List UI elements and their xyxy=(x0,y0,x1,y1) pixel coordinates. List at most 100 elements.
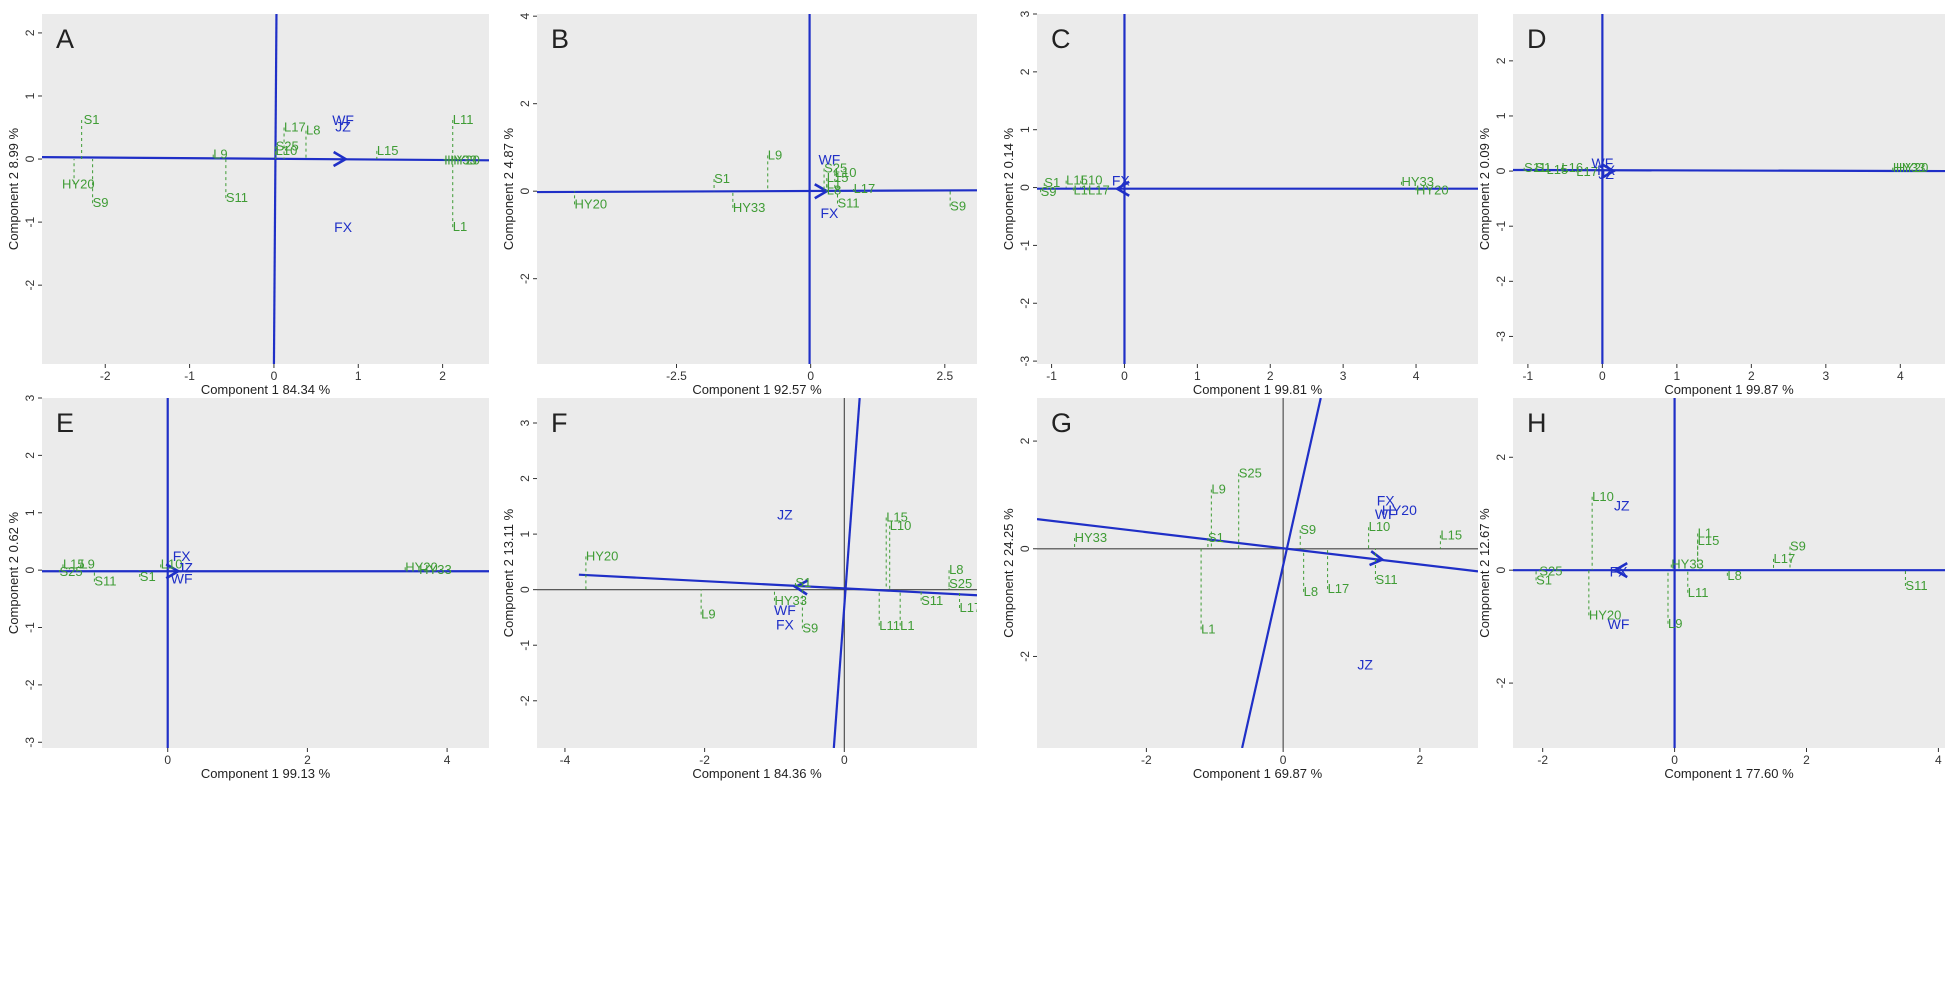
environment-label: FX xyxy=(776,617,795,633)
genotype-label: HY33 xyxy=(733,200,766,215)
y-tick-label: -2 xyxy=(518,273,532,284)
axis-arrowhead xyxy=(332,150,349,168)
genotype-label: L9 xyxy=(1668,616,1682,631)
y-axis-title: Component 2 13.11 % xyxy=(501,508,516,637)
genotype-label: S9 xyxy=(93,195,109,210)
x-tick-label: 0 xyxy=(1599,369,1606,383)
genotype-label: HY20 xyxy=(447,152,480,167)
genotype-label: L9 xyxy=(213,147,227,162)
x-tick-label: 4 xyxy=(1413,369,1420,383)
y-tick-label: 2 xyxy=(23,29,37,36)
genotype-label: HY20 xyxy=(586,548,619,563)
genotype-label: L17 xyxy=(1576,164,1598,179)
x-axis-title: Component 1 99.87 % xyxy=(1664,382,1794,397)
y-tick-label: -3 xyxy=(1494,331,1508,342)
y-axis-title: Component 2 12.67 % xyxy=(1477,508,1492,638)
axis-arrowhead xyxy=(1369,550,1385,567)
x-tick-label: 0 xyxy=(271,369,278,383)
genotype-label: L17 xyxy=(854,181,876,196)
genotype-label: L16 xyxy=(1561,160,1583,175)
genotype-label: S9 xyxy=(1041,184,1057,199)
genotype-label: L1 xyxy=(900,618,914,633)
environment-label: WF xyxy=(819,152,841,168)
axis-arrowhead xyxy=(1600,162,1617,180)
x-tick-label: 0 xyxy=(1671,753,1678,767)
environment-label: JZ xyxy=(177,559,193,575)
y-tick-label: 2 xyxy=(1018,437,1032,444)
x-axis-title: Component 1 84.34 % xyxy=(201,382,331,397)
y-axis-title: Component 2 4.87 % xyxy=(501,127,516,250)
average-environment-axis xyxy=(42,156,489,162)
y-tick-label: 1 xyxy=(23,509,37,516)
genotype-label: L11 xyxy=(1688,585,1709,600)
y-tick-label: -1 xyxy=(1494,221,1508,232)
plot-background xyxy=(537,14,977,364)
x-axis-title: Component 1 99.13 % xyxy=(201,766,331,781)
genotype-label: L8 xyxy=(306,123,320,138)
genotype-label: HY20 xyxy=(1416,182,1449,197)
genotype-label: L15 xyxy=(1698,533,1720,548)
x-tick-label: 2.5 xyxy=(936,369,953,383)
genotype-label: L10 xyxy=(276,143,298,158)
x-tick-label: 2 xyxy=(1803,753,1810,767)
average-environment-axis xyxy=(1513,168,1945,173)
genotype-label: L9 xyxy=(768,147,782,162)
genotype-label: L1 xyxy=(453,219,467,234)
x-tick-label: 1 xyxy=(1194,369,1201,383)
plot-background xyxy=(42,398,489,748)
pc-axis-line xyxy=(272,14,278,364)
y-tick-label: 1 xyxy=(23,92,37,99)
y-axis-title: Component 2 0.09 % xyxy=(1477,127,1492,250)
axis-arrowhead xyxy=(792,579,809,596)
genotype-label: HY33 xyxy=(774,593,807,608)
y-tick-label: 0 xyxy=(1494,167,1508,174)
genotype-label: S11 xyxy=(1905,578,1927,593)
y-tick-label: 3 xyxy=(23,394,37,401)
pc-axis-line xyxy=(1241,398,1322,748)
panel-letter: H xyxy=(1527,408,1547,438)
genotype-label: L9 xyxy=(80,556,94,571)
genotype-label: L10 xyxy=(1592,489,1614,504)
y-tick-label: 2 xyxy=(1018,68,1032,75)
genotype-label: HY33 xyxy=(1893,160,1926,175)
genotype-label: L15 xyxy=(1547,162,1569,177)
y-tick-label: 2 xyxy=(23,452,37,459)
panel-letter: D xyxy=(1527,24,1547,54)
y-tick-label: 0 xyxy=(518,188,532,195)
genotype-label: L1 xyxy=(1073,182,1087,197)
y-tick-label: 0 xyxy=(518,586,532,593)
genotype-label: L10 xyxy=(835,165,857,180)
x-tick-label: 2 xyxy=(439,369,446,383)
x-axis-title: Component 1 77.60 % xyxy=(1664,766,1794,781)
x-tick-label: 0 xyxy=(1121,369,1128,383)
panel-letter: E xyxy=(56,408,74,438)
y-axis-title: Component 2 0.62 % xyxy=(6,511,21,634)
genotype-label: S1 xyxy=(84,112,100,127)
y-tick-label: 1 xyxy=(1018,126,1032,133)
genotype-label: S11 xyxy=(94,574,116,589)
panel-letter: B xyxy=(551,24,569,54)
y-tick-label: 0 xyxy=(23,155,37,162)
genotype-label: L15 xyxy=(1440,527,1462,542)
genotype-label: L15 xyxy=(1066,173,1088,188)
genotype-label: L17 xyxy=(1088,182,1110,197)
genotype-label: HY20 xyxy=(1589,607,1622,622)
environment-label: WF xyxy=(1608,616,1630,632)
environment-label: FX xyxy=(1112,173,1131,189)
environment-label: FX xyxy=(820,205,839,221)
genotype-label: L1 xyxy=(1201,622,1215,637)
y-axis-title: Component 2 24.25 % xyxy=(1001,508,1016,638)
genotype-label: S11 xyxy=(1524,160,1546,175)
genotype-label: S25 xyxy=(949,576,972,591)
environment-label: WF xyxy=(1591,155,1613,171)
y-tick-label: -1 xyxy=(1018,240,1032,251)
panel-letter: G xyxy=(1051,408,1072,438)
genotype-label: L15 xyxy=(827,170,849,185)
x-tick-label: 3 xyxy=(1340,369,1347,383)
genotype-label: HY20 xyxy=(1896,160,1929,175)
